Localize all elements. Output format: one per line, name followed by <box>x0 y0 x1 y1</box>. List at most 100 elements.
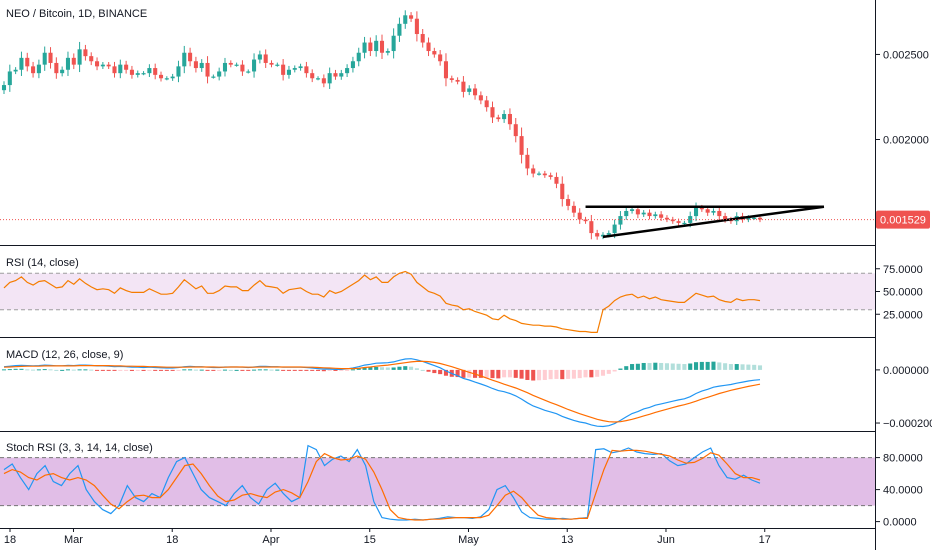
macd-histogram-bar <box>100 369 105 371</box>
macd-histogram-bar <box>409 366 414 370</box>
macd-histogram-bar <box>676 363 681 370</box>
candle-body <box>473 88 478 96</box>
candle-body <box>461 81 466 92</box>
macd-histogram-bar <box>542 369 547 380</box>
candle-body <box>158 74 164 79</box>
macd-histogram-bar <box>71 369 76 371</box>
macd-histogram-bar <box>595 369 600 377</box>
candle-body <box>467 88 472 92</box>
candle-body <box>385 51 390 53</box>
macd-histogram-bar <box>13 368 18 370</box>
candle-body <box>321 78 326 84</box>
time-tick-label: Mar <box>64 534 83 546</box>
candle-body <box>693 207 699 217</box>
macd-histogram-bar <box>170 369 175 371</box>
macd-histogram-bar <box>304 369 309 371</box>
macd-histogram-bar <box>95 369 100 371</box>
macd-histogram-bar <box>333 369 338 371</box>
macd-histogram-bar <box>734 364 739 370</box>
candle-body <box>304 66 309 74</box>
macd-tick-label: 0.000000 <box>883 365 929 377</box>
candle-body <box>129 69 134 75</box>
time-tick-label: 18 <box>166 534 178 546</box>
candle-body <box>717 210 722 217</box>
candle-body <box>659 214 664 218</box>
rsi-series <box>3 270 761 333</box>
macd-histogram-bar <box>124 369 129 371</box>
candle-body <box>711 210 716 213</box>
macd-histogram-bar <box>647 362 652 370</box>
candle-body <box>397 23 402 36</box>
candle-body <box>240 64 245 72</box>
macd-histogram-bar <box>310 369 315 371</box>
candle-body <box>135 73 140 75</box>
rsi-line <box>3 270 761 333</box>
macd-histogram-bar <box>292 369 297 371</box>
candle-body <box>95 61 100 67</box>
macd-histogram-bar <box>321 369 326 372</box>
candle-body <box>60 69 65 74</box>
macd-histogram-bar <box>252 369 257 371</box>
macd-histogram-bar <box>234 369 239 371</box>
macd-histogram-bar <box>350 369 355 371</box>
candles <box>1 10 763 240</box>
candle-body <box>484 100 489 108</box>
candle-body <box>490 107 495 118</box>
candle-body <box>577 212 582 220</box>
macd-histogram-bar <box>484 369 489 378</box>
candle-body <box>193 61 198 69</box>
candle-body <box>141 73 146 75</box>
candle-body <box>42 52 47 65</box>
candle-body <box>263 54 268 63</box>
macd-histogram-bar <box>391 367 396 370</box>
macd-histogram-bar <box>42 369 47 371</box>
candle-body <box>83 49 88 57</box>
macd-histogram-bar <box>659 362 664 370</box>
candle-body <box>502 113 507 120</box>
macd-histogram-bar <box>182 369 187 371</box>
macd-histogram-bar <box>1 369 7 371</box>
macd-histogram-bar <box>653 362 658 370</box>
candle-body <box>682 222 687 225</box>
macd-histogram-bar <box>77 369 82 371</box>
signal-line <box>3 360 761 423</box>
macd-histogram-bar <box>403 366 408 370</box>
candle-body <box>670 219 675 222</box>
macd-histogram-bar <box>339 369 344 371</box>
macd-histogram-bar <box>699 361 704 370</box>
candle-body <box>653 214 658 217</box>
candle-body <box>362 42 367 53</box>
candle-body <box>350 61 355 69</box>
candle-body <box>699 207 704 210</box>
macd-histogram-bar <box>705 361 710 370</box>
candle-body <box>269 62 274 65</box>
macd-histogram-bar <box>83 369 88 371</box>
candle-body <box>705 209 710 213</box>
time-tick-label: 18 <box>4 534 16 546</box>
stoch-d-line <box>3 449 761 521</box>
macd-histogram-bar <box>630 364 635 370</box>
candle-body <box>566 199 571 206</box>
macd-histogram-bar <box>507 369 512 378</box>
candle-body <box>618 216 623 225</box>
candle-body <box>635 209 640 215</box>
candle-body <box>252 59 257 72</box>
candle-body <box>409 15 414 19</box>
candle-body <box>7 71 12 86</box>
candle-body <box>548 175 553 177</box>
macd-histogram-bar <box>141 369 146 371</box>
macd-histogram-bar <box>193 369 198 371</box>
support-line <box>602 205 825 239</box>
macd-histogram-bar <box>606 369 611 374</box>
macd-histogram-bar <box>414 368 419 370</box>
macd-histogram-bar <box>670 363 675 370</box>
candle-body <box>723 216 728 220</box>
macd-histogram-bar <box>362 367 367 370</box>
candle-body <box>746 217 751 220</box>
macd-histogram-bar <box>188 369 193 371</box>
candle-body <box>1 85 7 91</box>
candle-body <box>112 66 117 74</box>
candle-body <box>560 183 565 200</box>
candle-body <box>455 79 460 82</box>
